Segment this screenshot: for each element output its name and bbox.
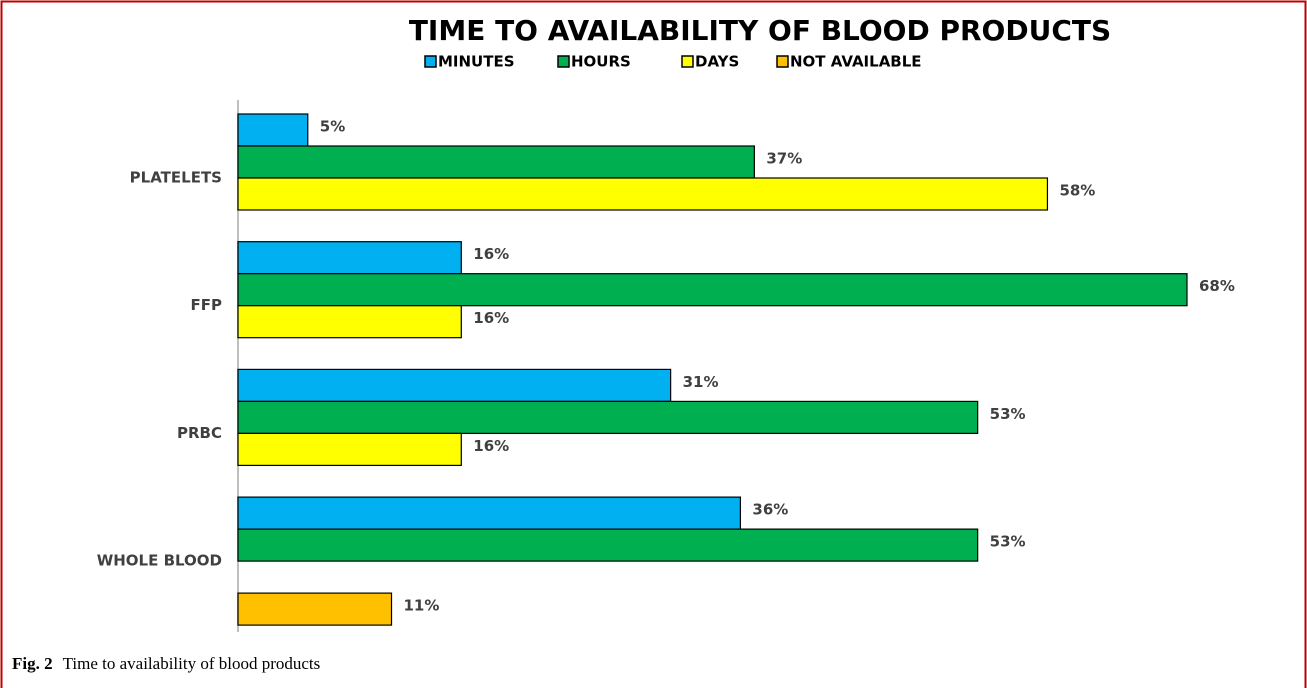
bar bbox=[237, 496, 742, 530]
legend-swatch bbox=[424, 55, 437, 68]
bar bbox=[237, 273, 1188, 307]
legend-swatch bbox=[776, 55, 789, 68]
y-tick-label: FFP bbox=[191, 296, 223, 314]
legend-swatch bbox=[681, 55, 694, 68]
data-label: 53% bbox=[990, 533, 1026, 551]
data-label: 37% bbox=[766, 150, 802, 168]
bar bbox=[237, 113, 309, 147]
legend-swatch bbox=[557, 55, 570, 68]
data-label: 58% bbox=[1059, 182, 1095, 200]
bar bbox=[237, 400, 979, 434]
legend-label: HOURS bbox=[571, 53, 631, 71]
caption-text: Time to availability of blood products bbox=[63, 654, 321, 673]
data-label: 68% bbox=[1199, 277, 1235, 295]
bar bbox=[237, 241, 462, 275]
data-label: 16% bbox=[473, 437, 509, 455]
y-tick-label: WHOLE BLOOD bbox=[97, 552, 222, 570]
bar bbox=[237, 592, 393, 626]
legend-label: DAYS bbox=[695, 53, 739, 71]
bar bbox=[237, 145, 755, 179]
y-tick-label: PLATELETS bbox=[130, 169, 222, 187]
bar bbox=[237, 305, 462, 339]
bar bbox=[237, 528, 979, 562]
data-label: 31% bbox=[683, 373, 719, 391]
bar bbox=[237, 432, 462, 466]
data-label: 11% bbox=[404, 597, 440, 615]
bar bbox=[237, 368, 672, 402]
chart-title: TIME TO AVAILABILITY OF BLOOD PRODUCTS bbox=[409, 14, 1111, 47]
data-label: 36% bbox=[752, 501, 788, 519]
caption-label: Fig. 2 bbox=[12, 654, 53, 673]
data-label: 16% bbox=[473, 309, 509, 327]
legend-label: MINUTES bbox=[438, 53, 515, 71]
caption: Fig. 2 Time to availability of blood prod… bbox=[12, 654, 320, 673]
y-tick-label: PRBC bbox=[177, 424, 222, 442]
data-label: 53% bbox=[990, 405, 1026, 423]
legend-label: NOT AVAILABLE bbox=[790, 53, 922, 71]
data-label: 5% bbox=[320, 118, 345, 136]
bar bbox=[237, 177, 1049, 211]
data-label: 16% bbox=[473, 245, 509, 263]
